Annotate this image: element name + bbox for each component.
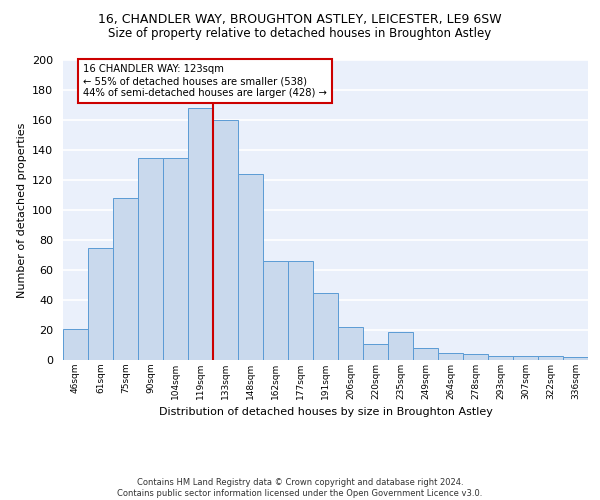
- Bar: [88, 248, 113, 360]
- Y-axis label: Number of detached properties: Number of detached properties: [17, 122, 26, 298]
- Bar: [338, 327, 363, 360]
- Bar: [363, 344, 388, 360]
- Bar: [313, 292, 338, 360]
- Bar: [263, 261, 288, 360]
- Bar: [538, 356, 563, 360]
- Bar: [113, 198, 138, 360]
- Text: Contains HM Land Registry data © Crown copyright and database right 2024.
Contai: Contains HM Land Registry data © Crown c…: [118, 478, 482, 498]
- Bar: [288, 261, 313, 360]
- Bar: [388, 332, 413, 360]
- Bar: [413, 348, 438, 360]
- Bar: [238, 174, 263, 360]
- Text: Size of property relative to detached houses in Broughton Astley: Size of property relative to detached ho…: [109, 28, 491, 40]
- Bar: [138, 158, 163, 360]
- X-axis label: Distribution of detached houses by size in Broughton Astley: Distribution of detached houses by size …: [158, 408, 493, 418]
- Bar: [163, 158, 188, 360]
- Text: 16 CHANDLER WAY: 123sqm
← 55% of detached houses are smaller (538)
44% of semi-d: 16 CHANDLER WAY: 123sqm ← 55% of detache…: [83, 64, 327, 98]
- Bar: [488, 356, 513, 360]
- Bar: [213, 120, 238, 360]
- Bar: [188, 108, 213, 360]
- Text: 16, CHANDLER WAY, BROUGHTON ASTLEY, LEICESTER, LE9 6SW: 16, CHANDLER WAY, BROUGHTON ASTLEY, LEIC…: [98, 12, 502, 26]
- Bar: [438, 352, 463, 360]
- Bar: [63, 328, 88, 360]
- Bar: [463, 354, 488, 360]
- Bar: [563, 357, 588, 360]
- Bar: [513, 356, 538, 360]
